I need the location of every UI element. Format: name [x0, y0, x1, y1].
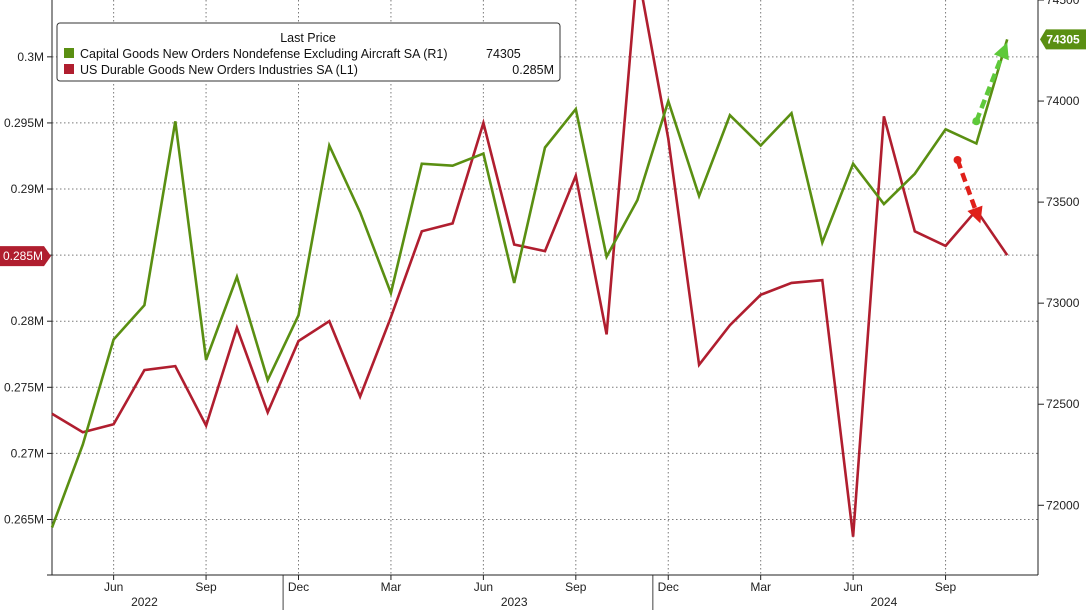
right-axis-tick-label: 74500: [1046, 0, 1080, 7]
annotation-arrow-down-head: [967, 205, 983, 224]
legend-value-durable-goods: 0.285M: [512, 63, 554, 77]
legend-swatch-red: [64, 64, 74, 74]
right-axis-tick-label: 72500: [1046, 397, 1080, 411]
last-value-tag-durable-goods-text: 0.285M: [3, 249, 43, 263]
right-axis-tick-label: 72000: [1046, 498, 1080, 512]
annotations: [953, 42, 1009, 224]
last-value-tag-capital-goods: [1040, 29, 1086, 50]
x-axis-year-label: 2023: [501, 595, 528, 609]
legend-label-durable-goods: US Durable Goods New Orders Industries S…: [80, 63, 358, 77]
left-axis-tick-label: 0.29M: [11, 182, 44, 196]
annotation-arrow-up-shaft: [974, 56, 1004, 123]
last-value-tag-capital-goods-text: 74305: [1046, 32, 1080, 46]
x-axis-tick-label: Jun: [474, 580, 493, 594]
x-axis-year-label: 2024: [871, 595, 898, 609]
x-axis-tick-label: Sep: [565, 580, 587, 594]
left-axis-tick-label: 0.28M: [11, 314, 44, 328]
x-axis-tick-label: Mar: [381, 580, 402, 594]
x-axis-tick-label: Sep: [195, 580, 217, 594]
left-axis-tick-label: 0.27M: [11, 446, 44, 460]
x-axis-year-label: 2022: [131, 595, 158, 609]
legend-label-capital-goods: Capital Goods New Orders Nondefense Excl…: [80, 47, 448, 61]
annotation-arrow-up-head: [993, 42, 1009, 61]
left-axis-tick-label: 0.275M: [4, 380, 44, 394]
last-value-tag-durable-goods: [0, 246, 51, 267]
left-axis-tick-label: 0.3M: [17, 50, 44, 64]
annotation-arrow-down-shaft: [955, 159, 978, 210]
right-axis-tick-label: 73500: [1046, 195, 1080, 209]
x-axis-tick-label: Mar: [750, 580, 771, 594]
right-axis-tick-label: 73000: [1046, 296, 1080, 310]
legend-title: Last Price: [280, 31, 336, 45]
legend-box: [56, 22, 561, 82]
x-axis-tick-label: Jun: [843, 580, 862, 594]
x-axis-tick-label: Dec: [288, 580, 309, 594]
axes: 0.265M 0.27M 0.275M 0.28M 0.29M 0.295M 0.3M Jun…: [4, 0, 1080, 610]
right-axis-tick-label: 74000: [1046, 94, 1080, 108]
series-line-durable-goods: [51, 0, 1009, 537]
legend-swatch-green: [64, 48, 74, 58]
last-value-tags: 0.285M 74305: [0, 29, 1086, 267]
x-axis-tick-label: Dec: [658, 580, 679, 594]
series-line-capital-goods: [50, 39, 1009, 528]
legend-value-capital-goods: 74305: [486, 47, 521, 61]
legend: Last Price Capital Goods New Orders Nond…: [56, 22, 561, 82]
x-axis-tick-label: Jun: [104, 580, 123, 594]
series-lines: [50, 0, 1009, 537]
left-axis-tick-label: 0.295M: [4, 116, 44, 130]
left-axis-tick-label: 0.265M: [4, 512, 44, 526]
x-axis-tick-label: Sep: [935, 580, 957, 594]
